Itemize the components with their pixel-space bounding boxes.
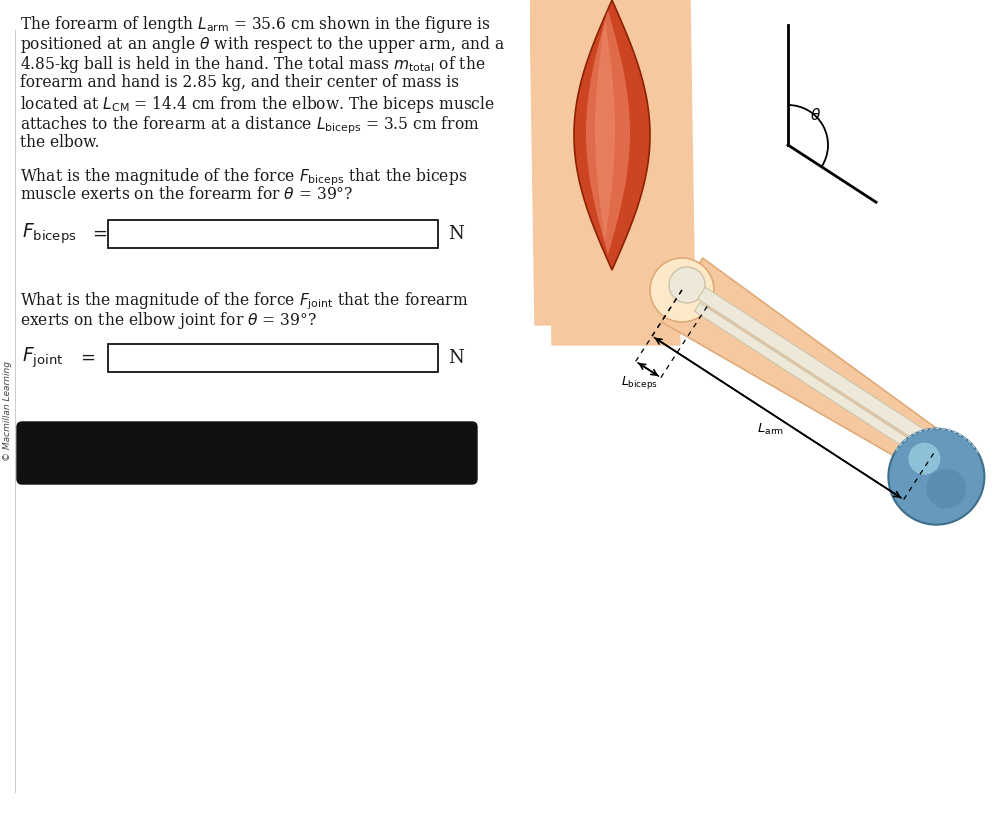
Circle shape	[909, 443, 940, 474]
Bar	[108, 220, 438, 248]
Text: attaches to the forearm at a distance $L_{\rm biceps}$ = 3.5 cm from: attaches to the forearm at a distance $L…	[20, 114, 480, 136]
Text: 4.85-kg ball is held in the hand. The total mass $m_{\rm total}$ of the: 4.85-kg ball is held in the hand. The to…	[20, 54, 486, 75]
Text: =: =	[92, 225, 107, 243]
Polygon shape	[645, 0, 695, 325]
Ellipse shape	[909, 432, 958, 474]
Circle shape	[650, 258, 714, 322]
Text: $F_{\rm biceps}$: $F_{\rm biceps}$	[22, 222, 76, 247]
Polygon shape	[661, 258, 945, 472]
Polygon shape	[698, 287, 933, 447]
Text: forearm and hand is 2.85 kg, and their center of mass is: forearm and hand is 2.85 kg, and their c…	[20, 74, 459, 91]
FancyBboxPatch shape	[17, 422, 477, 484]
Text: $L_{\rm biceps}$: $L_{\rm biceps}$	[621, 374, 658, 391]
Text: N: N	[448, 349, 464, 367]
Text: the elbow.: the elbow.	[20, 134, 99, 151]
Text: © Macmillan Learning: © Macmillan Learning	[4, 361, 13, 461]
Text: What is the magnitude of the force $F_{\rm joint}$ that the forearm: What is the magnitude of the force $F_{\…	[20, 290, 469, 312]
Text: positioned at an angle $\theta$ with respect to the upper arm, and a: positioned at an angle $\theta$ with res…	[20, 34, 504, 55]
Text: What is the magnitude of the force $F_{\rm biceps}$ that the biceps: What is the magnitude of the force $F_{\…	[20, 166, 467, 187]
Text: $\theta$: $\theta$	[810, 107, 821, 123]
Polygon shape	[595, 20, 615, 240]
Polygon shape	[574, 0, 650, 270]
Text: located at $L_{\rm CM}$ = 14.4 cm from the elbow. The biceps muscle: located at $L_{\rm CM}$ = 14.4 cm from t…	[20, 94, 495, 115]
Circle shape	[926, 469, 966, 509]
Polygon shape	[694, 302, 908, 446]
Text: exerts on the elbow joint for $\theta$ = 39°?: exerts on the elbow joint for $\theta$ =…	[20, 310, 317, 331]
Text: N: N	[448, 225, 464, 243]
Circle shape	[889, 428, 984, 524]
Text: $L_{\rm arm}$: $L_{\rm arm}$	[757, 422, 783, 437]
Text: muscle exerts on the forearm for $\theta$ = 39°?: muscle exerts on the forearm for $\theta…	[20, 186, 354, 203]
Polygon shape	[550, 0, 680, 345]
Text: =: =	[80, 349, 95, 367]
Text: $F_{\rm joint}$: $F_{\rm joint}$	[22, 346, 64, 370]
Circle shape	[669, 267, 705, 303]
Polygon shape	[586, 10, 630, 255]
Polygon shape	[530, 0, 590, 325]
Bar	[108, 344, 438, 372]
Ellipse shape	[928, 432, 955, 455]
Text: The forearm of length $L_{\rm arm}$ = 35.6 cm shown in the figure is: The forearm of length $L_{\rm arm}$ = 35…	[20, 14, 491, 35]
